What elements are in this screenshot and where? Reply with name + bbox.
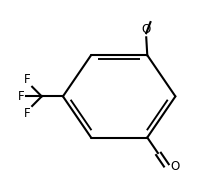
Text: F: F [18,90,25,103]
Text: F: F [24,73,31,86]
Text: O: O [171,160,180,173]
Text: F: F [24,107,31,120]
Text: O: O [142,23,151,36]
